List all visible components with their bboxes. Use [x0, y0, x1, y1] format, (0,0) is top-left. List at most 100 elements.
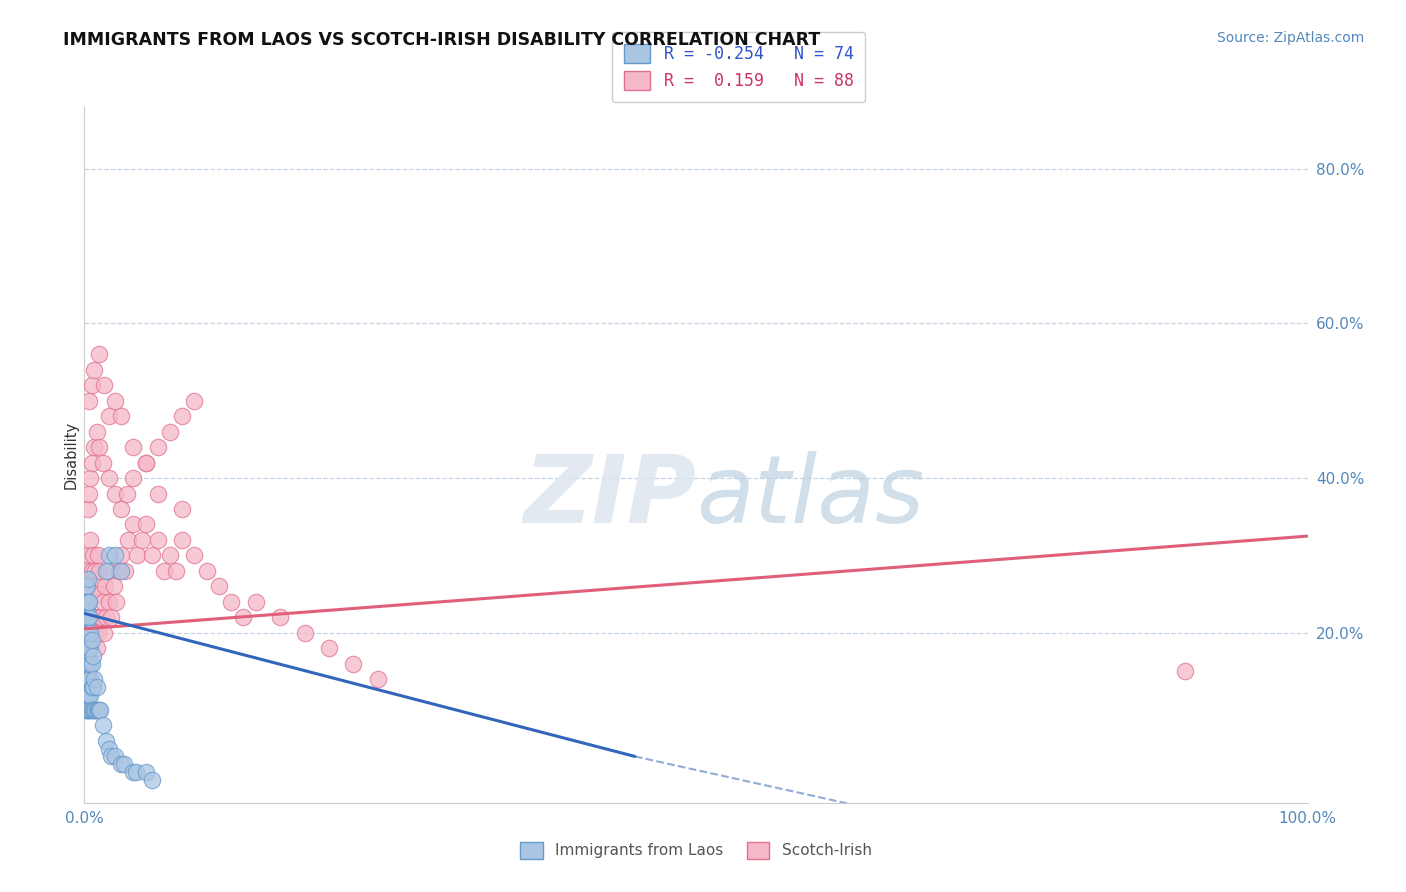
Point	[141, 549, 163, 563]
Point	[77, 564, 100, 578]
Point	[82, 648, 104, 663]
Point	[82, 610, 104, 624]
Point	[76, 579, 98, 593]
Point	[107, 564, 129, 578]
Point	[83, 363, 105, 377]
Point	[77, 549, 100, 563]
Point	[79, 672, 101, 686]
Point	[91, 595, 114, 609]
Point	[105, 595, 128, 609]
Point	[76, 602, 98, 616]
Point	[77, 502, 100, 516]
Point	[76, 703, 98, 717]
Point	[80, 564, 103, 578]
Point	[115, 486, 138, 500]
Point	[86, 703, 108, 717]
Point	[76, 648, 98, 663]
Point	[104, 393, 127, 408]
Point	[79, 533, 101, 547]
Point	[77, 595, 100, 609]
Point	[87, 703, 110, 717]
Point	[183, 393, 205, 408]
Point	[82, 549, 104, 563]
Point	[245, 595, 267, 609]
Point	[77, 633, 100, 648]
Point	[89, 703, 111, 717]
Point	[112, 757, 135, 772]
Point	[183, 549, 205, 563]
Point	[135, 456, 157, 470]
Point	[97, 549, 120, 563]
Point	[83, 610, 105, 624]
Point	[93, 625, 115, 640]
Point	[77, 625, 100, 640]
Point	[104, 749, 127, 764]
Point	[103, 579, 125, 593]
Point	[79, 625, 101, 640]
Point	[80, 680, 103, 694]
Point	[84, 703, 107, 717]
Point	[208, 579, 231, 593]
Point	[87, 347, 110, 361]
Point	[114, 564, 136, 578]
Point	[125, 764, 148, 779]
Point	[172, 502, 194, 516]
Point	[91, 456, 114, 470]
Point	[141, 772, 163, 787]
Point	[87, 703, 110, 717]
Point	[77, 641, 100, 656]
Point	[83, 672, 105, 686]
Point	[86, 680, 108, 694]
Point	[77, 657, 100, 671]
Point	[77, 393, 100, 408]
Point	[80, 657, 103, 671]
Legend: Immigrants from Laos, Scotch-Irish: Immigrants from Laos, Scotch-Irish	[515, 836, 877, 864]
Point	[75, 610, 97, 624]
Point	[110, 502, 132, 516]
Point	[172, 409, 194, 424]
Point	[75, 648, 97, 663]
Point	[159, 425, 181, 439]
Point	[76, 688, 98, 702]
Point	[79, 618, 101, 632]
Point	[100, 749, 122, 764]
Point	[79, 688, 101, 702]
Point	[76, 610, 98, 624]
Point	[318, 641, 340, 656]
Point	[75, 672, 97, 686]
Point	[75, 688, 97, 702]
Point	[89, 587, 111, 601]
Point	[159, 549, 181, 563]
Point	[82, 703, 104, 717]
Point	[97, 564, 120, 578]
Point	[80, 378, 103, 392]
Point	[146, 486, 169, 500]
Point	[135, 764, 157, 779]
Point	[110, 409, 132, 424]
Point	[97, 471, 120, 485]
Point	[87, 564, 110, 578]
Point	[79, 641, 101, 656]
Point	[77, 610, 100, 624]
Point	[77, 625, 100, 640]
Point	[232, 610, 254, 624]
Point	[122, 764, 145, 779]
Point	[77, 486, 100, 500]
Point	[75, 595, 97, 609]
Point	[77, 625, 100, 640]
Point	[122, 471, 145, 485]
Point	[122, 517, 145, 532]
Point	[87, 440, 110, 454]
Point	[77, 703, 100, 717]
Point	[97, 595, 120, 609]
Point	[77, 688, 100, 702]
Point	[77, 703, 100, 717]
Text: IMMIGRANTS FROM LAOS VS SCOTCH-IRISH DISABILITY CORRELATION CHART: IMMIGRANTS FROM LAOS VS SCOTCH-IRISH DIS…	[63, 31, 821, 49]
Point	[96, 610, 118, 624]
Point	[77, 688, 100, 702]
Y-axis label: Disability: Disability	[63, 421, 79, 489]
Point	[84, 625, 107, 640]
Point	[172, 533, 194, 547]
Point	[100, 610, 122, 624]
Point	[367, 672, 389, 686]
